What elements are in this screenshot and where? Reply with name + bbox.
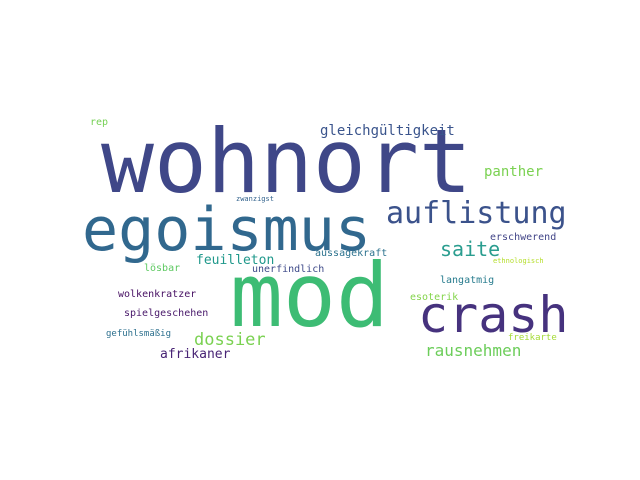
word: crash (418, 286, 569, 344)
word: rep (90, 117, 109, 128)
word: feuilleton (196, 253, 275, 268)
word: wolkenkratzer (118, 289, 197, 300)
word: spielgeschehen (124, 308, 209, 319)
word: ethnologisch (493, 257, 544, 265)
word: erschwerend (490, 232, 557, 243)
word: auflistung (386, 196, 567, 231)
word: unerfindlich (252, 264, 325, 275)
word: afrikaner (160, 347, 231, 362)
word: wohnort (101, 110, 472, 213)
word: langatmig (440, 275, 495, 286)
word: mod (230, 244, 389, 347)
word: aussagekraft (315, 248, 388, 259)
word: egoismus (82, 195, 371, 265)
word: rausnehmen (425, 341, 522, 360)
word: freikarte (508, 333, 557, 343)
word: saite (440, 237, 501, 261)
word: zwanzigst (236, 195, 274, 203)
word: lösbar (144, 263, 181, 274)
word: gleichgültigkeit (320, 123, 455, 139)
word: gefühlsmäßig (106, 329, 172, 339)
word: esoterik (410, 292, 459, 303)
word: panther (484, 164, 544, 180)
word: dossier (194, 330, 266, 350)
